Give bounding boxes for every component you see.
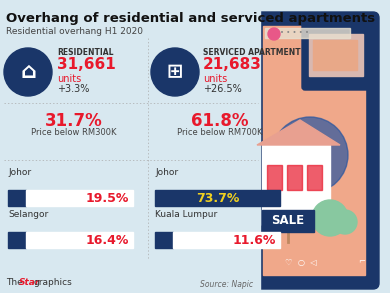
Bar <box>309 34 363 76</box>
Text: ⌐: ⌐ <box>358 258 365 267</box>
Text: Star: Star <box>19 278 41 287</box>
Text: Johor: Johor <box>155 168 178 177</box>
Text: 73.7%: 73.7% <box>196 192 239 205</box>
Bar <box>262 145 330 225</box>
Text: +26.5%: +26.5% <box>203 84 242 94</box>
Text: SALE: SALE <box>271 214 305 227</box>
Text: SERVICED APARTMENT: SERVICED APARTMENT <box>203 48 301 57</box>
Text: +3.3%: +3.3% <box>57 84 89 94</box>
Text: Price below RM700K: Price below RM700K <box>177 128 263 137</box>
Bar <box>8 232 26 248</box>
Text: • • • • •: • • • • • <box>280 30 309 36</box>
Text: units: units <box>203 74 227 84</box>
Text: Kuala Lumpur: Kuala Lumpur <box>155 210 217 219</box>
Text: Residential overhang H1 2020: Residential overhang H1 2020 <box>6 27 143 36</box>
FancyBboxPatch shape <box>249 12 379 289</box>
Bar <box>155 190 280 206</box>
Bar <box>307 165 322 190</box>
Circle shape <box>151 48 199 96</box>
Text: Johor: Johor <box>8 168 31 177</box>
Text: 16.4%: 16.4% <box>86 234 129 246</box>
Bar <box>173 232 280 248</box>
Text: Overhang of residential and serviced apartments: Overhang of residential and serviced apa… <box>6 12 375 25</box>
Text: graphics: graphics <box>34 278 73 287</box>
Bar <box>262 210 314 232</box>
Circle shape <box>268 28 280 40</box>
Text: Source: Napic: Source: Napic <box>200 280 253 289</box>
Text: 31,661: 31,661 <box>57 57 116 72</box>
Text: ⊞: ⊞ <box>167 62 183 81</box>
Text: ♡  ○  ◁: ♡ ○ ◁ <box>285 258 317 267</box>
Bar <box>26 190 133 206</box>
Bar <box>263 26 365 275</box>
Circle shape <box>4 48 52 96</box>
Text: 61.8%: 61.8% <box>191 112 249 130</box>
Bar <box>155 232 173 248</box>
Text: 19.5%: 19.5% <box>86 192 129 205</box>
Text: RESIDENTIAL: RESIDENTIAL <box>57 48 113 57</box>
Bar <box>287 165 302 190</box>
Bar <box>26 232 133 248</box>
Bar <box>313 40 357 70</box>
Text: 31.7%: 31.7% <box>45 112 103 130</box>
Bar <box>0 0 260 293</box>
Text: 21,683: 21,683 <box>203 57 262 72</box>
Text: units: units <box>57 74 81 84</box>
Text: Selangor: Selangor <box>8 210 48 219</box>
Circle shape <box>312 200 348 236</box>
Polygon shape <box>257 120 340 145</box>
Text: Price below RM300K: Price below RM300K <box>31 128 117 137</box>
Bar <box>265 28 350 38</box>
Text: The: The <box>6 278 23 287</box>
Text: 11.6%: 11.6% <box>232 234 276 246</box>
FancyBboxPatch shape <box>302 19 370 90</box>
Circle shape <box>272 117 348 193</box>
Text: ⌂: ⌂ <box>20 62 36 82</box>
Bar <box>8 190 26 206</box>
Bar <box>267 165 282 190</box>
Circle shape <box>333 210 357 234</box>
